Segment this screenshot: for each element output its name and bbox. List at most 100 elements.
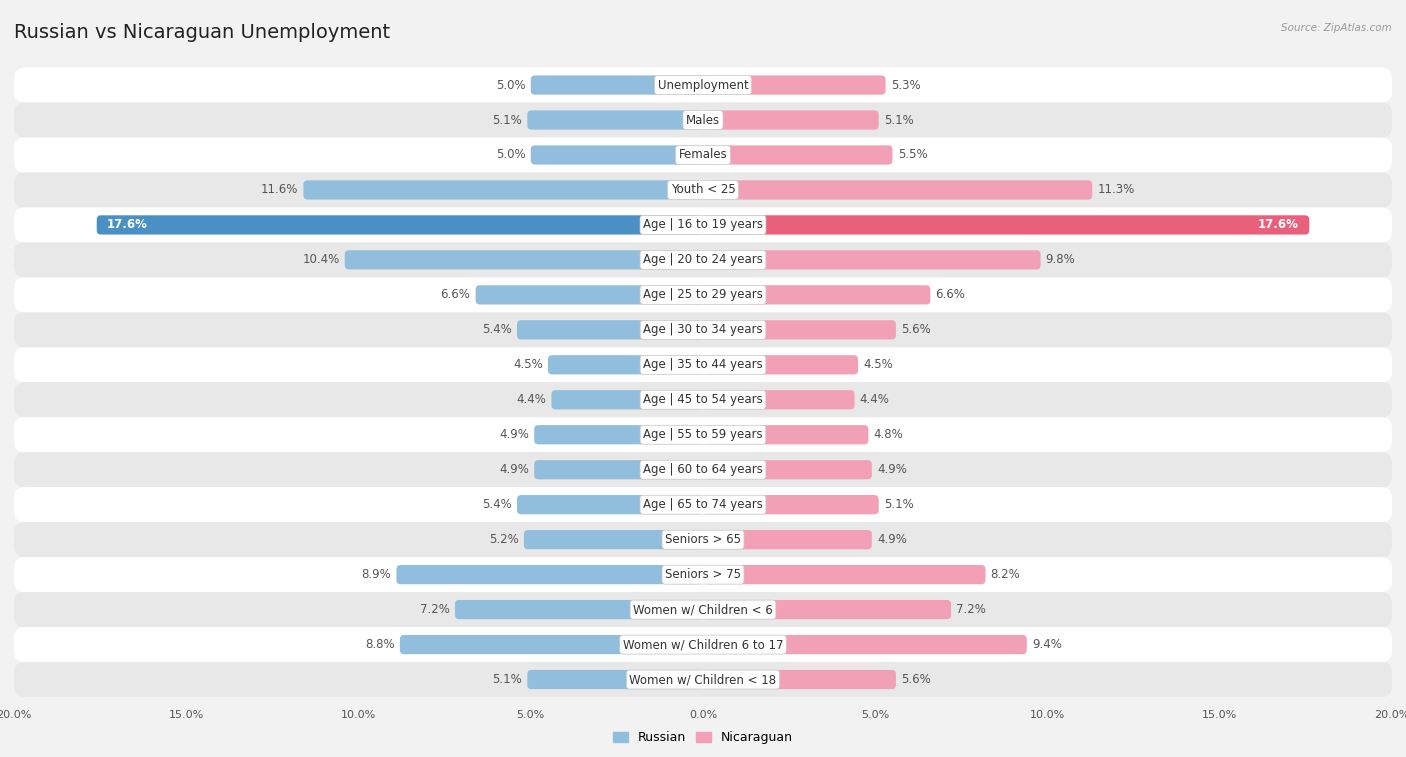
FancyBboxPatch shape — [703, 565, 986, 584]
FancyBboxPatch shape — [456, 600, 703, 619]
Text: 8.2%: 8.2% — [991, 568, 1021, 581]
Text: 8.9%: 8.9% — [361, 568, 391, 581]
Text: Source: ZipAtlas.com: Source: ZipAtlas.com — [1281, 23, 1392, 33]
FancyBboxPatch shape — [703, 285, 931, 304]
Text: Age | 60 to 64 years: Age | 60 to 64 years — [643, 463, 763, 476]
Text: 4.5%: 4.5% — [513, 358, 543, 371]
Text: 4.5%: 4.5% — [863, 358, 893, 371]
Text: 5.5%: 5.5% — [897, 148, 927, 161]
FancyBboxPatch shape — [14, 592, 1392, 627]
Text: Age | 25 to 29 years: Age | 25 to 29 years — [643, 288, 763, 301]
FancyBboxPatch shape — [14, 662, 1392, 697]
FancyBboxPatch shape — [396, 565, 703, 584]
Text: 5.2%: 5.2% — [489, 533, 519, 546]
FancyBboxPatch shape — [703, 460, 872, 479]
Text: 10.4%: 10.4% — [302, 254, 340, 266]
FancyBboxPatch shape — [399, 635, 703, 654]
Text: 4.9%: 4.9% — [499, 463, 529, 476]
Text: 5.6%: 5.6% — [901, 323, 931, 336]
FancyBboxPatch shape — [548, 355, 703, 375]
Text: Age | 20 to 24 years: Age | 20 to 24 years — [643, 254, 763, 266]
FancyBboxPatch shape — [14, 557, 1392, 592]
Text: 5.1%: 5.1% — [884, 498, 914, 511]
FancyBboxPatch shape — [551, 390, 703, 410]
Text: 11.6%: 11.6% — [262, 183, 298, 197]
Text: Age | 30 to 34 years: Age | 30 to 34 years — [643, 323, 763, 336]
FancyBboxPatch shape — [703, 635, 1026, 654]
FancyBboxPatch shape — [14, 173, 1392, 207]
FancyBboxPatch shape — [14, 488, 1392, 522]
Text: 9.8%: 9.8% — [1046, 254, 1076, 266]
Text: Females: Females — [679, 148, 727, 161]
Text: Women w/ Children < 6: Women w/ Children < 6 — [633, 603, 773, 616]
Text: 5.1%: 5.1% — [492, 673, 522, 686]
Text: Unemployment: Unemployment — [658, 79, 748, 92]
Text: 4.9%: 4.9% — [877, 533, 907, 546]
FancyBboxPatch shape — [14, 67, 1392, 102]
Text: Age | 35 to 44 years: Age | 35 to 44 years — [643, 358, 763, 371]
Text: 5.1%: 5.1% — [884, 114, 914, 126]
FancyBboxPatch shape — [14, 277, 1392, 313]
FancyBboxPatch shape — [703, 670, 896, 689]
FancyBboxPatch shape — [14, 207, 1392, 242]
FancyBboxPatch shape — [14, 627, 1392, 662]
FancyBboxPatch shape — [14, 522, 1392, 557]
FancyBboxPatch shape — [703, 600, 950, 619]
Text: 5.1%: 5.1% — [492, 114, 522, 126]
Text: 7.2%: 7.2% — [956, 603, 986, 616]
FancyBboxPatch shape — [517, 320, 703, 339]
Text: Age | 16 to 19 years: Age | 16 to 19 years — [643, 219, 763, 232]
Text: Seniors > 65: Seniors > 65 — [665, 533, 741, 546]
FancyBboxPatch shape — [14, 417, 1392, 452]
Text: Women w/ Children < 18: Women w/ Children < 18 — [630, 673, 776, 686]
Text: 4.9%: 4.9% — [499, 428, 529, 441]
Text: 6.6%: 6.6% — [440, 288, 471, 301]
FancyBboxPatch shape — [703, 530, 872, 550]
Text: 17.6%: 17.6% — [1258, 219, 1299, 232]
Text: 8.8%: 8.8% — [366, 638, 395, 651]
FancyBboxPatch shape — [14, 242, 1392, 277]
FancyBboxPatch shape — [97, 215, 703, 235]
FancyBboxPatch shape — [703, 495, 879, 514]
FancyBboxPatch shape — [14, 382, 1392, 417]
Text: Seniors > 75: Seniors > 75 — [665, 568, 741, 581]
Text: Russian vs Nicaraguan Unemployment: Russian vs Nicaraguan Unemployment — [14, 23, 391, 42]
Text: 4.9%: 4.9% — [877, 463, 907, 476]
Text: 5.4%: 5.4% — [482, 323, 512, 336]
FancyBboxPatch shape — [517, 495, 703, 514]
Text: 17.6%: 17.6% — [107, 219, 148, 232]
FancyBboxPatch shape — [527, 111, 703, 129]
Text: Age | 65 to 74 years: Age | 65 to 74 years — [643, 498, 763, 511]
FancyBboxPatch shape — [703, 76, 886, 95]
FancyBboxPatch shape — [14, 138, 1392, 173]
Text: 6.6%: 6.6% — [935, 288, 966, 301]
Text: 5.6%: 5.6% — [901, 673, 931, 686]
Text: Youth < 25: Youth < 25 — [671, 183, 735, 197]
Text: 11.3%: 11.3% — [1098, 183, 1135, 197]
FancyBboxPatch shape — [703, 425, 869, 444]
FancyBboxPatch shape — [703, 390, 855, 410]
FancyBboxPatch shape — [534, 460, 703, 479]
FancyBboxPatch shape — [304, 180, 703, 200]
FancyBboxPatch shape — [703, 111, 879, 129]
Text: Women w/ Children 6 to 17: Women w/ Children 6 to 17 — [623, 638, 783, 651]
FancyBboxPatch shape — [475, 285, 703, 304]
FancyBboxPatch shape — [703, 180, 1092, 200]
Text: 5.0%: 5.0% — [496, 148, 526, 161]
FancyBboxPatch shape — [534, 425, 703, 444]
Text: 9.4%: 9.4% — [1032, 638, 1062, 651]
Text: 7.2%: 7.2% — [420, 603, 450, 616]
Text: 5.4%: 5.4% — [482, 498, 512, 511]
FancyBboxPatch shape — [703, 355, 858, 375]
Text: 4.4%: 4.4% — [859, 394, 890, 407]
Text: 4.4%: 4.4% — [516, 394, 547, 407]
FancyBboxPatch shape — [344, 251, 703, 269]
FancyBboxPatch shape — [527, 670, 703, 689]
FancyBboxPatch shape — [14, 102, 1392, 138]
FancyBboxPatch shape — [531, 145, 703, 164]
FancyBboxPatch shape — [14, 452, 1392, 488]
Text: 5.3%: 5.3% — [891, 79, 921, 92]
Legend: Russian, Nicaraguan: Russian, Nicaraguan — [607, 726, 799, 749]
FancyBboxPatch shape — [524, 530, 703, 550]
Text: Males: Males — [686, 114, 720, 126]
